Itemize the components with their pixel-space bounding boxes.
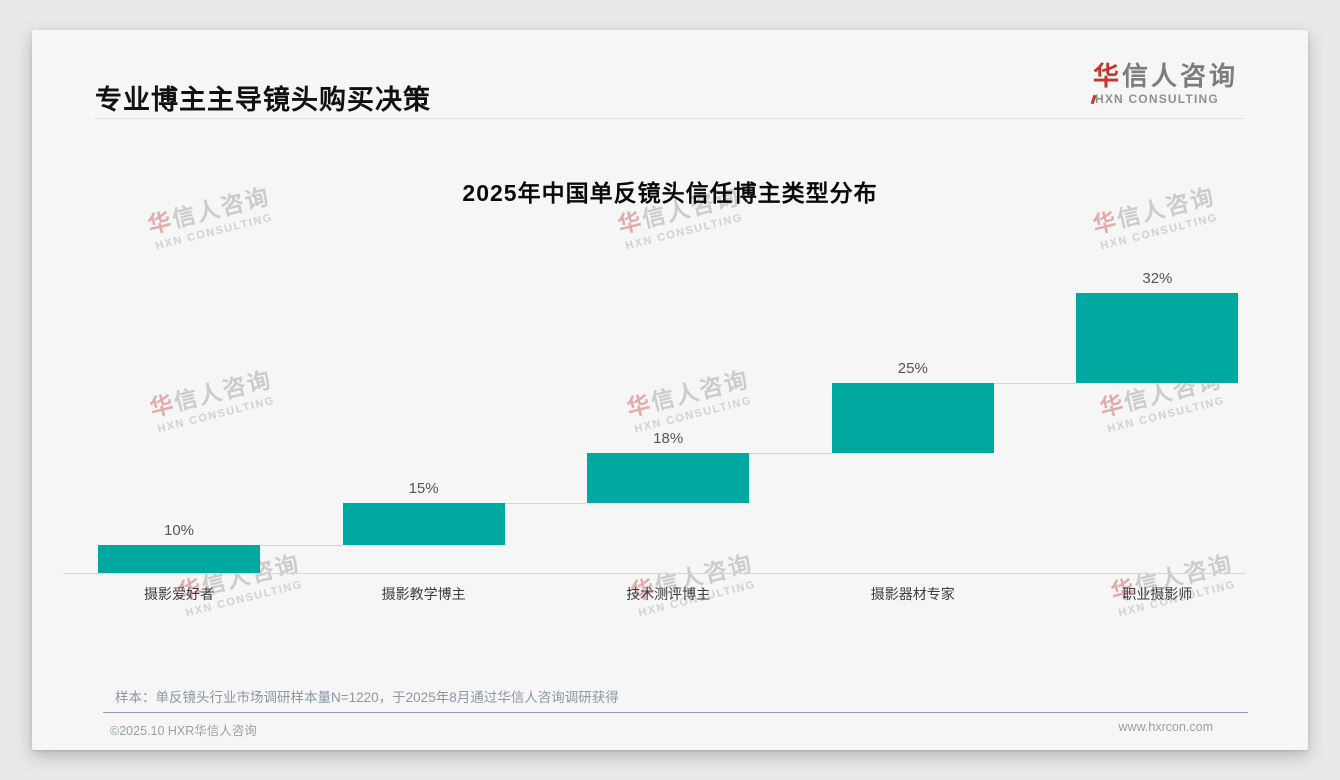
logo-cn-first-char: 华	[1092, 61, 1122, 91]
category-label-1: 摄影教学博主	[381, 586, 466, 602]
connector-line-0	[260, 545, 343, 546]
category-label-2: 技术测评博主	[626, 586, 711, 602]
logo-cn-rest: 信人咨询	[1121, 61, 1238, 91]
waterfall-bar-0[interactable]	[98, 545, 260, 573]
category-label-4: 职业摄影师	[1122, 586, 1193, 602]
value-label-2: 18%	[653, 429, 684, 447]
page-title: 专业博主主导镜头购买决策	[95, 85, 431, 115]
footer-website: www.hxrcon.com	[1118, 720, 1213, 734]
waterfall-bar-4[interactable]	[1076, 293, 1239, 383]
value-label-0: 10%	[163, 522, 195, 539]
connector-line-3	[993, 382, 1077, 384]
value-label-4: 32%	[1142, 270, 1173, 287]
logo-english-text: HXN CONSULTING	[1090, 92, 1238, 106]
x-axis-line	[63, 573, 1245, 574]
category-label-3: 摄影器材专家	[870, 586, 955, 602]
slide-card: 专业博主主导镜头购买决策 华信人咨询 HXN CONSULTING 华信人咨询 H…	[32, 30, 1308, 750]
footer-divider-line	[103, 712, 1248, 713]
logo-chinese-text: 华信人咨询	[1093, 62, 1238, 91]
value-label-1: 15%	[408, 480, 439, 497]
waterfall-plot: 10% 摄影爱好者 15% 摄影教学博主 18% 技术测评博主 25% 摄影器材专家 32% 职业…	[32, 30, 1308, 750]
category-label-0: 摄影爱好者	[144, 586, 214, 602]
waterfall-bar-3[interactable]	[831, 382, 994, 453]
header-divider-line	[95, 118, 1245, 119]
waterfall-bar-1[interactable]	[342, 503, 505, 545]
footer-copyright: ©2025.10 HXR华信人咨询	[110, 724, 257, 738]
sample-note: 样本：单反镜头行业市场调研样本量N=1220，于2025年8月通过华信人咨询调研…	[115, 690, 619, 705]
connector-line-1	[504, 503, 588, 504]
company-logo: 华信人咨询 HXN CONSULTING	[1090, 62, 1238, 106]
waterfall-bar-2[interactable]	[587, 452, 750, 503]
value-label-3: 25%	[897, 359, 928, 377]
chart-title: 2025年中国单反镜头信任博主类型分布	[462, 180, 878, 206]
connector-line-2	[749, 452, 832, 454]
